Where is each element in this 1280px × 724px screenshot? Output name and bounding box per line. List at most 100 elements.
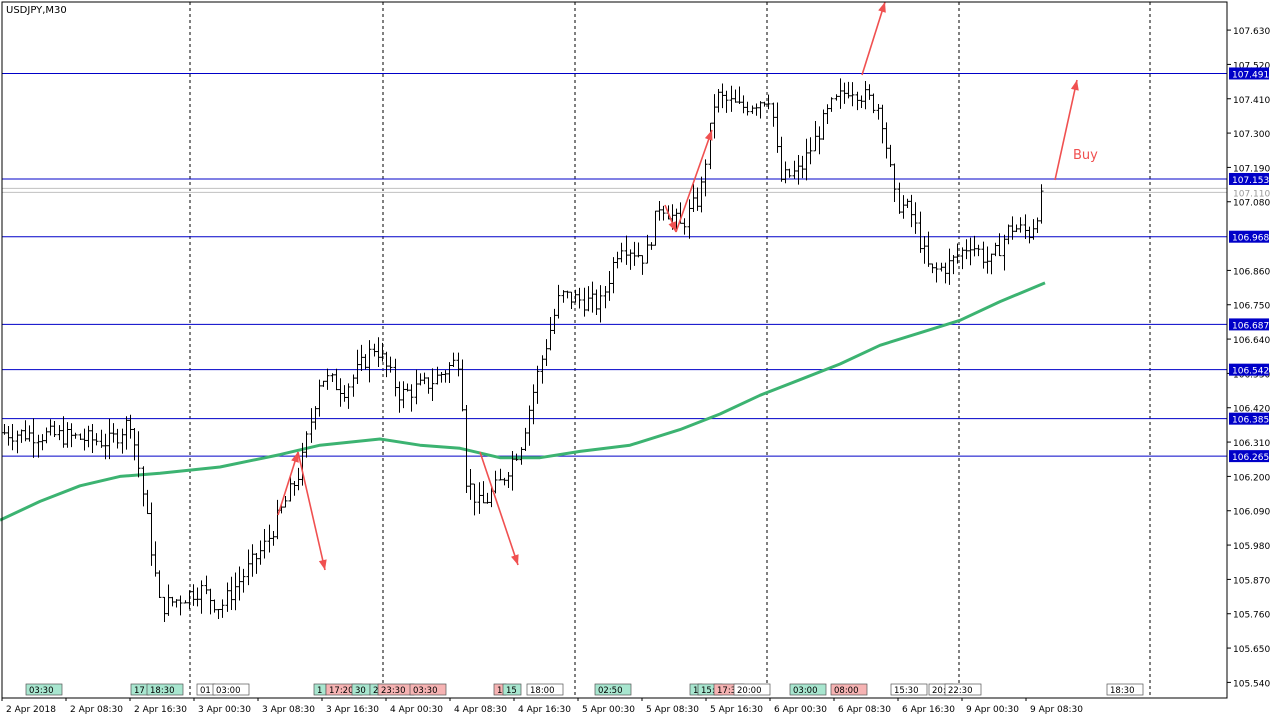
news-marker-label: 17 bbox=[134, 686, 145, 696]
level-price-tag-label: 106.687 bbox=[1232, 321, 1269, 331]
news-marker-label: 15: bbox=[701, 686, 715, 696]
news-marker bbox=[1106, 683, 1144, 696]
arrow-head bbox=[511, 554, 519, 565]
y-tick-label: 105.980 bbox=[1233, 542, 1270, 552]
x-tick-label: 2 Apr 2018 bbox=[6, 705, 56, 715]
news-marker-label: 18:30 bbox=[150, 686, 175, 696]
arrow-annotations bbox=[277, 1, 1079, 571]
level-price-tag bbox=[1229, 450, 1269, 463]
level-price-tag-label: 106.968 bbox=[1232, 234, 1269, 244]
y-tick-label: 107.300 bbox=[1233, 130, 1270, 140]
y-tick-label: 106.860 bbox=[1233, 267, 1270, 277]
buy-annotation-label: Buy bbox=[1073, 148, 1098, 163]
news-marker bbox=[526, 683, 564, 696]
news-marker-label: 03:30 bbox=[29, 686, 54, 696]
news-marker-label: 15 bbox=[506, 686, 517, 696]
news-marker-label: 18:00 bbox=[530, 686, 555, 696]
x-tick-label: 9 Apr 00:30 bbox=[966, 705, 1019, 715]
plot-frame bbox=[1, 1, 1228, 699]
arrow-head bbox=[704, 130, 713, 141]
y-tick-label: 107.520 bbox=[1233, 61, 1270, 71]
y-tick-label: 106.200 bbox=[1233, 473, 1270, 483]
x-tick-label: 9 Apr 08:30 bbox=[1030, 705, 1083, 715]
level-price-tag-label: 107.491 bbox=[1232, 70, 1269, 80]
news-marker-label: 17:20 bbox=[329, 686, 354, 696]
level-price-tag bbox=[1229, 363, 1269, 376]
news-marker bbox=[733, 683, 771, 696]
x-tick-label: 5 Apr 08:30 bbox=[646, 705, 699, 715]
x-tick-label: 3 Apr 08:30 bbox=[262, 705, 315, 715]
news-marker-label: 22:30 bbox=[948, 686, 973, 696]
trend-arrow bbox=[297, 451, 326, 571]
news-marker-label: 20:00 bbox=[737, 686, 762, 696]
x-tick-label: 6 Apr 00:30 bbox=[774, 705, 827, 715]
y-tick-label: 105.650 bbox=[1233, 645, 1270, 655]
level-price-tag bbox=[1229, 412, 1269, 425]
price-axis: 107.630 107.520 107.410 107.300 107.190 107.0… bbox=[1227, 27, 1270, 689]
news-marker-label: 03:30 bbox=[413, 686, 438, 696]
trend-arrow bbox=[861, 1, 886, 76]
level-price-tag-label: 106.385 bbox=[1232, 416, 1269, 426]
news-marker-label: 01 bbox=[200, 686, 211, 696]
horizontal-levels bbox=[2, 72, 1227, 457]
moving-average-line bbox=[0, 281, 1046, 522]
y-tick-label: 106.310 bbox=[1233, 439, 1270, 449]
x-tick-label: 2 Apr 16:30 bbox=[134, 705, 187, 715]
trend-arrow bbox=[479, 451, 519, 566]
news-marker-label: 03:00 bbox=[216, 686, 241, 696]
y-tick-label: 105.760 bbox=[1233, 611, 1270, 621]
level-price-tag bbox=[1229, 67, 1269, 80]
x-tick-label: 4 Apr 16:30 bbox=[518, 705, 571, 715]
news-marker-label: 08:00 bbox=[834, 686, 859, 696]
news-marker-label: 1 bbox=[317, 686, 322, 696]
y-tick-label: 107.410 bbox=[1233, 96, 1270, 106]
level-price-tag bbox=[1229, 172, 1269, 185]
news-marker bbox=[789, 683, 827, 696]
level-price-tag bbox=[1229, 318, 1269, 331]
news-marker bbox=[830, 683, 868, 696]
x-tick-label: 5 Apr 16:30 bbox=[710, 705, 763, 715]
news-marker bbox=[502, 683, 522, 696]
x-tick-label: 3 Apr 16:30 bbox=[326, 705, 379, 715]
symbol-label: USDJPY,M30 bbox=[6, 5, 67, 16]
news-marker bbox=[212, 683, 250, 696]
time-axis: 2 Apr 2018 2 Apr 08:30 2 Apr 16:30 3 Apr 00… bbox=[1, 698, 1083, 715]
y-tick-label: 105.540 bbox=[1233, 679, 1270, 689]
news-marker-label: 1 bbox=[497, 686, 502, 696]
y-tick-label: 106.750 bbox=[1233, 302, 1270, 312]
trend-arrow bbox=[675, 129, 713, 233]
news-marker bbox=[25, 683, 63, 696]
news-marker bbox=[594, 683, 632, 696]
y-tick-label: 107.080 bbox=[1233, 199, 1270, 209]
arrow-head bbox=[1070, 80, 1079, 91]
x-tick-label: 4 Apr 00:30 bbox=[390, 705, 443, 715]
moving-average-layer bbox=[0, 281, 1046, 522]
x-tick-label: 3 Apr 00:30 bbox=[198, 705, 251, 715]
news-marker-label: 15:30 bbox=[894, 686, 919, 696]
news-marker bbox=[890, 683, 928, 696]
arrow-head bbox=[878, 2, 886, 13]
y-tick-label: 106.090 bbox=[1233, 508, 1270, 518]
x-tick-label: 4 Apr 08:30 bbox=[454, 705, 507, 715]
level-price-tag-label: 107.153 bbox=[1232, 176, 1269, 186]
bid-price-label: 107.110 bbox=[1233, 189, 1270, 199]
price-bars bbox=[2, 78, 1044, 623]
arrow-head bbox=[668, 221, 676, 232]
x-tick-label: 2 Apr 08:30 bbox=[70, 705, 123, 715]
y-tick-label: 106.420 bbox=[1233, 405, 1270, 415]
news-marker-label: 2 bbox=[373, 686, 378, 696]
news-markers: 03:30 17 18:30 01 03:00 1 17:20 30 2 23:30 03:30 1 1… bbox=[25, 683, 1144, 696]
news-marker-label: 1 bbox=[693, 686, 698, 696]
news-marker bbox=[944, 683, 982, 696]
x-tick-label: 6 Apr 08:30 bbox=[838, 705, 891, 715]
x-tick-label: 6 Apr 16:30 bbox=[902, 705, 955, 715]
news-marker-label: 03:00 bbox=[793, 686, 818, 696]
y-tick-label: 107.630 bbox=[1233, 27, 1270, 37]
x-tick-label: 5 Apr 00:30 bbox=[582, 705, 635, 715]
level-price-tag-label: 106.542 bbox=[1232, 367, 1269, 377]
news-marker-label: 20: bbox=[932, 686, 946, 696]
y-tick-label: 105.870 bbox=[1233, 576, 1270, 586]
